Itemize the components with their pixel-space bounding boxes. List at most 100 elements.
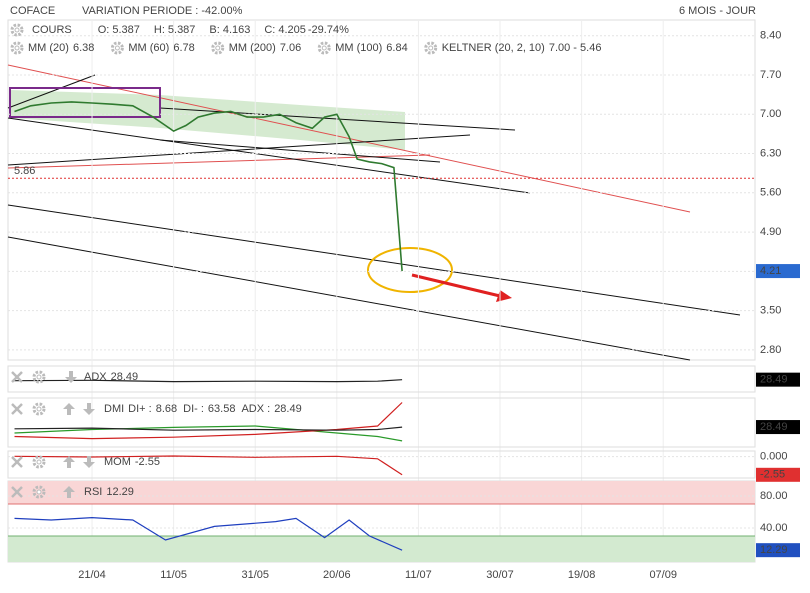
legend-text: 4.205 xyxy=(278,24,306,36)
trend-line xyxy=(7,117,531,194)
series-line xyxy=(14,402,403,440)
legend-text: 12.29 xyxy=(106,486,134,498)
legend-text: ADX xyxy=(84,371,107,383)
legend-text: H: xyxy=(154,24,165,36)
panel-frame xyxy=(7,19,756,361)
last-value-label: -2.55 xyxy=(760,469,785,481)
move-up-icon xyxy=(63,456,75,468)
last-value-box xyxy=(756,372,800,387)
legend-text: B: xyxy=(209,24,219,36)
y-tick-label: 8.40 xyxy=(760,30,781,42)
x-tick-label: 31/05 xyxy=(241,569,269,581)
move-down-icon xyxy=(83,403,95,415)
oversold-zone xyxy=(8,536,755,562)
x-tick-label: 19/08 xyxy=(568,569,596,581)
close-icon xyxy=(11,403,23,415)
close-icon xyxy=(11,371,23,383)
legend-text: 6.84 xyxy=(386,42,407,54)
overbought-zone xyxy=(8,481,755,504)
last-value-label: 28.49 xyxy=(760,421,788,433)
trend-line xyxy=(7,134,471,166)
x-tick-label: 11/07 xyxy=(405,569,432,581)
y-tick-label: 6.30 xyxy=(760,147,781,159)
x-tick-label: 20/06 xyxy=(323,569,351,581)
last-value-box xyxy=(756,420,800,435)
settings-icon xyxy=(424,41,438,55)
trend-line xyxy=(159,139,441,163)
legend-text: MM (60) xyxy=(128,42,169,54)
y-tick-label: 5.60 xyxy=(760,187,781,199)
move-down-icon xyxy=(83,456,95,468)
series-line xyxy=(14,426,403,431)
settings-icon xyxy=(321,45,327,51)
arrow xyxy=(411,273,501,298)
period-label: 6 MOIS - JOUR xyxy=(679,5,756,17)
trend-line xyxy=(7,74,96,109)
trend-line xyxy=(7,204,741,316)
settings-icon xyxy=(32,370,46,384)
legend-text: C: xyxy=(264,24,275,36)
legend-text: MOM xyxy=(104,456,131,468)
legend-text: 28.49 xyxy=(274,403,302,415)
reference-label: 5.86 xyxy=(14,165,35,177)
settings-icon xyxy=(114,45,120,51)
trend-line xyxy=(7,154,431,169)
last-price-box xyxy=(756,264,800,279)
last-value-box xyxy=(756,543,800,558)
chart-subtitle: VARIATION PERIODE : -42.00% xyxy=(82,5,243,17)
settings-icon xyxy=(428,45,434,51)
settings-icon xyxy=(32,402,46,416)
settings-icon xyxy=(110,41,124,55)
x-tick-label: 30/07 xyxy=(486,569,514,581)
panel-frame xyxy=(7,365,756,393)
keltner-band xyxy=(10,90,405,150)
legend-text: RSI xyxy=(84,486,102,498)
settings-icon xyxy=(211,41,225,55)
legend-text: -2.55 xyxy=(135,456,160,468)
last-price-label: 4.21 xyxy=(760,265,781,277)
y-tick-label: 3.50 xyxy=(760,305,781,317)
y-tick-label: 7.00 xyxy=(760,108,781,120)
series-line xyxy=(14,379,403,383)
legend-text: DMI xyxy=(104,403,124,415)
box-drawing xyxy=(9,87,161,118)
y-tick-label: 80.00 xyxy=(760,490,788,502)
settings-icon xyxy=(36,489,42,495)
legend-text: 28.49 xyxy=(111,371,139,383)
legend-text: MM (100) xyxy=(335,42,382,54)
ellipse-drawing xyxy=(367,247,453,293)
close-icon xyxy=(11,486,23,498)
panel-frame xyxy=(7,450,756,479)
drawings xyxy=(7,64,741,361)
settings-icon xyxy=(14,27,20,33)
move-up-icon xyxy=(63,403,75,415)
last-value-box xyxy=(756,467,800,482)
legend-text: 7.00 - 5.46 xyxy=(549,42,602,54)
legend-text: 5.387 xyxy=(112,24,140,36)
legend-text: COURS xyxy=(32,24,72,36)
series-line xyxy=(14,101,403,272)
settings-icon xyxy=(36,374,42,380)
y-tick-label: 2.80 xyxy=(760,344,781,356)
last-value-label: 12.29 xyxy=(760,544,788,556)
series-line xyxy=(14,516,403,551)
legend-text: 6.38 xyxy=(73,42,94,54)
settings-icon xyxy=(36,459,42,465)
settings-icon xyxy=(10,41,24,55)
move-up-icon xyxy=(63,486,75,498)
settings-icon xyxy=(317,41,331,55)
legend-text: -29.74% xyxy=(308,24,349,36)
y-tick-label: 0.000 xyxy=(760,451,788,463)
last-value-label: 28.49 xyxy=(760,374,788,386)
settings-icon xyxy=(32,455,46,469)
legend-text: DI- : xyxy=(183,403,204,415)
y-tick-label: 4.90 xyxy=(760,226,781,238)
move-down-icon xyxy=(65,371,77,383)
legend-text: KELTNER (20, 2, 10) xyxy=(442,42,545,54)
chart-title: COFACE xyxy=(10,5,55,17)
legend-text: DI+ : xyxy=(128,403,152,415)
settings-icon xyxy=(10,23,24,37)
settings-icon xyxy=(32,485,46,499)
series-line xyxy=(14,455,403,476)
